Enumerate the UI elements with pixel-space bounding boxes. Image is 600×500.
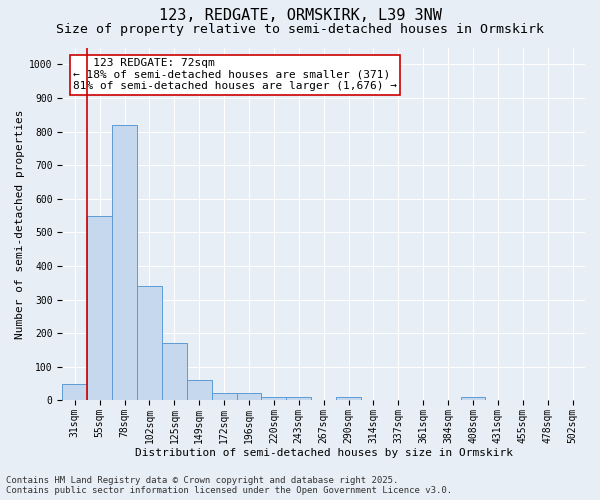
Bar <box>286 397 311 400</box>
Bar <box>162 344 187 400</box>
Y-axis label: Number of semi-detached properties: Number of semi-detached properties <box>15 109 25 338</box>
Bar <box>262 397 286 400</box>
Bar <box>336 397 361 400</box>
Bar <box>112 125 137 400</box>
Bar <box>187 380 212 400</box>
Bar <box>87 216 112 400</box>
X-axis label: Distribution of semi-detached houses by size in Ormskirk: Distribution of semi-detached houses by … <box>134 448 512 458</box>
Text: Contains HM Land Registry data © Crown copyright and database right 2025.
Contai: Contains HM Land Registry data © Crown c… <box>6 476 452 495</box>
Bar <box>461 397 485 400</box>
Bar <box>62 384 87 400</box>
Bar <box>137 286 162 401</box>
Bar <box>212 393 236 400</box>
Bar <box>236 393 262 400</box>
Text: Size of property relative to semi-detached houses in Ormskirk: Size of property relative to semi-detach… <box>56 22 544 36</box>
Text: 123, REDGATE, ORMSKIRK, L39 3NW: 123, REDGATE, ORMSKIRK, L39 3NW <box>158 8 442 22</box>
Text: 123 REDGATE: 72sqm
← 18% of semi-detached houses are smaller (371)
81% of semi-d: 123 REDGATE: 72sqm ← 18% of semi-detache… <box>73 58 397 92</box>
